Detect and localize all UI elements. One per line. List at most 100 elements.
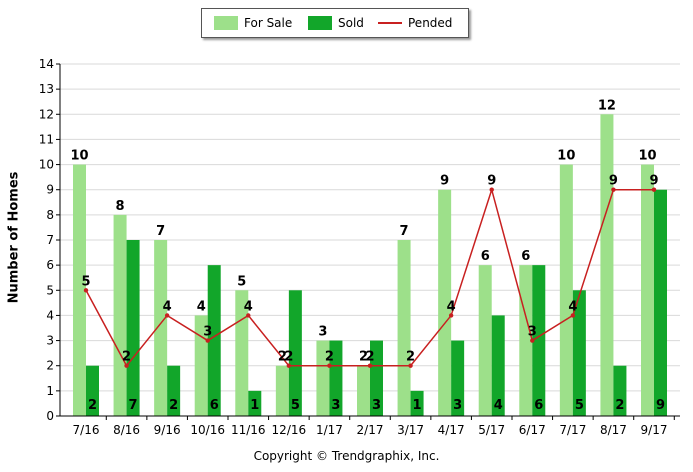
pended-point [530,338,535,343]
y-tick-label: 10 [39,158,54,172]
pended-value-label: 4 [163,299,172,314]
x-tick-label: 8/17 [600,423,627,437]
for-sale-value-label: 2 [359,350,368,365]
bar-sold [248,390,262,416]
y-tick-label: 1 [46,384,54,398]
for-sale-value-label: 3 [318,325,327,340]
sold-value-label: 2 [615,398,624,413]
copyright-text: Copyright © Trendgraphix, Inc. [253,449,440,463]
y-tick-label: 11 [39,132,54,146]
bar-for-sale [559,164,573,416]
pended-point [651,187,657,192]
pended-point [408,363,413,368]
for-sale-value-label: 7 [400,224,409,239]
bar-sold [207,265,221,416]
sold-value-label: 5 [291,398,300,413]
legend-for-sale-label: For Sale [244,16,293,30]
bar-for-sale [194,315,208,416]
pended-point [246,313,251,318]
pended-value-label: 9 [487,174,496,189]
bar-sold [410,390,424,416]
bar-sold [451,340,465,416]
for-sale-value-label: 5 [237,274,246,289]
pended-point [448,313,454,318]
pended-point [570,313,576,318]
y-tick-label: 4 [46,308,54,322]
y-tick-label: 3 [46,334,54,348]
pended-value-label: 4 [447,299,456,314]
pended-value-label: 3 [528,325,537,340]
sold-value-label: 2 [169,398,178,413]
bar-sold [167,365,181,416]
y-axis-label: Number of Homes [6,171,22,304]
bar-sold [654,189,667,416]
bar-sold [613,365,627,416]
y-tick-label: 12 [39,107,54,121]
bar-sold [329,340,343,416]
pended-value-label: 9 [649,174,658,189]
pended-value-label: 4 [244,299,253,314]
pended-point [83,288,89,293]
bar-for-sale [73,164,86,416]
x-tick-label: 8/16 [113,423,140,437]
for-sale-value-label: 10 [70,149,88,164]
pended-swatch [378,22,402,24]
pended-value-label: 2 [325,350,334,365]
legend-sold-label: Sold [338,16,364,30]
pended-point [489,187,494,192]
bar-sold [491,315,505,416]
sold-value-label: 1 [413,398,422,413]
axes [59,64,680,417]
y-tick-label: 9 [46,183,54,197]
bar-for-sale [641,164,654,416]
pended-line [83,187,657,368]
sold-value-label: 3 [372,398,381,413]
for-sale-value-label: 4 [197,299,206,314]
sold-value-label: 6 [534,398,543,413]
x-tick-label: 11/16 [231,423,266,437]
pended-point [124,363,129,368]
y-tick-label: 13 [39,82,54,96]
bar-for-sale [478,265,492,416]
for-sale-value-label: 7 [156,224,165,239]
sold-value-label: 6 [210,398,219,413]
bar-sold [572,290,586,416]
pended-value-label: 2 [365,350,374,365]
x-tick-label: 7/17 [559,423,586,437]
bar-for-sale [275,365,289,416]
bar-sold [532,265,546,416]
sold-value-label: 9 [656,398,665,413]
for-sale-value-label: 8 [116,199,125,214]
x-tick-label: 9/16 [154,423,181,437]
bar-for-sale [357,365,370,416]
y-tick-label: 7 [46,233,54,247]
sold-bars [86,189,667,416]
pended-point [164,313,170,318]
x-axis-ticks: 7/16 8/16 9/16 10/16 11/16 12/16 1/17 2/17 3/17 4… [73,416,675,437]
pended-point [327,363,332,368]
sold-swatch [308,16,332,30]
bar-for-sale [113,214,127,416]
bar-for-sale [438,189,452,416]
pended-point [611,187,616,192]
y-tick-label: 2 [46,359,54,373]
sold-value-label: 7 [129,398,138,413]
pended-value-label: 2 [406,350,415,365]
bar-for-sale [316,340,330,416]
bar-for-sale [397,240,411,416]
y-tick-label: 5 [46,283,54,297]
for-sale-value-label: 12 [598,98,616,113]
x-tick-label: 5/17 [478,423,505,437]
y-tick-label: 0 [46,409,54,423]
bar-sold [288,290,302,416]
y-tick-label: 6 [46,258,54,272]
sold-value-label: 3 [331,398,340,413]
y-tick-label: 14 [39,57,54,71]
x-tick-label: 1/17 [316,423,343,437]
sold-value-label: 1 [250,398,259,413]
sold-value-label: 3 [453,398,462,413]
pended-value-label: 9 [609,174,618,189]
bar-for-sale [154,240,168,416]
pended-value-label: 3 [203,325,212,340]
